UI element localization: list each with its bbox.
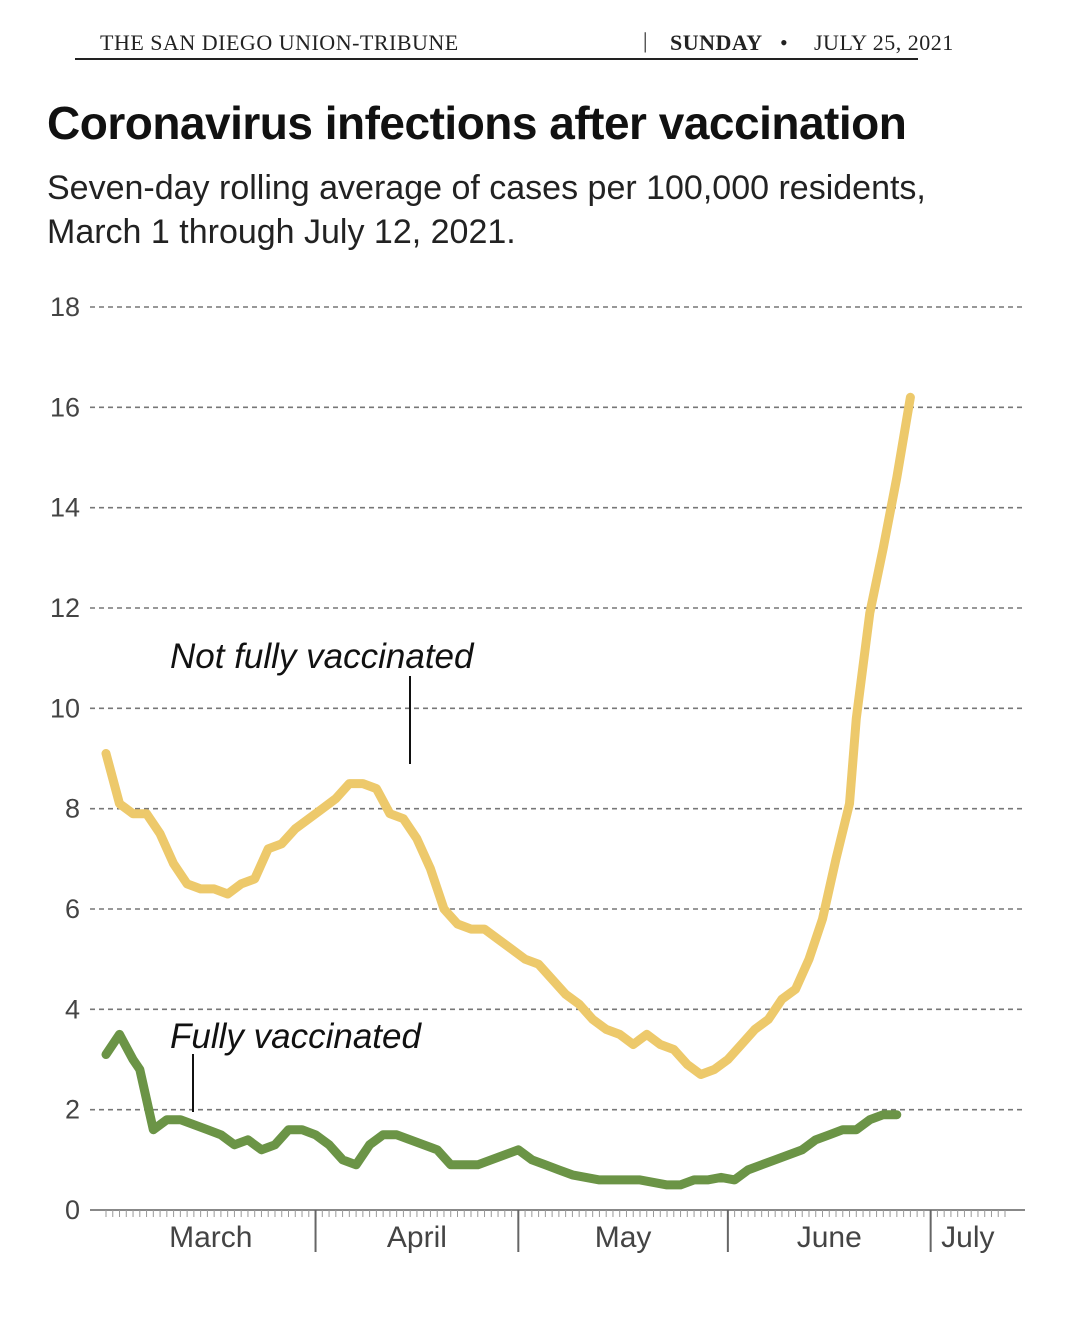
masthead-day: SUNDAY: [670, 30, 763, 55]
masthead-separator: |: [643, 28, 648, 53]
series-line-not_fully_vaccinated: [101, 392, 915, 1079]
y-tick-label: 0: [65, 1195, 80, 1225]
y-tick-label: 14: [50, 493, 80, 523]
series-line-fully_vaccinated: [101, 1029, 902, 1190]
annotation-fully_vaccinated: Fully vaccinated: [170, 1017, 422, 1056]
y-tick-label: 18: [50, 292, 80, 322]
x-tick-label: April: [387, 1221, 447, 1254]
y-tick-label: 4: [65, 994, 80, 1024]
y-tick-label: 10: [50, 693, 80, 723]
masthead: THE SAN DIEGO UNION-TRIBUNE | SUNDAY • J…: [75, 28, 953, 60]
publication-name: THE SAN DIEGO UNION-TRIBUNE: [100, 30, 459, 55]
y-tick-label: 8: [65, 794, 80, 824]
annotation-not_fully_vaccinated: Not fully vaccinated: [170, 637, 475, 676]
y-tick-label: 16: [50, 392, 80, 422]
x-tick-label: March: [169, 1221, 252, 1254]
masthead-bullet: •: [780, 30, 789, 55]
x-tick-label: June: [797, 1221, 862, 1254]
chart-subtitle: Seven-day rolling average of cases per 1…: [47, 169, 926, 251]
x-tick-label: May: [595, 1221, 652, 1254]
y-tick-label: 12: [50, 593, 80, 623]
y-tick-label: 2: [65, 1095, 80, 1125]
chart-title: Coronavirus infections after vaccination: [47, 97, 907, 149]
x-tick-label: July: [941, 1221, 994, 1254]
y-tick-label: 6: [65, 894, 80, 924]
masthead-date: JULY 25, 2021: [814, 30, 954, 55]
